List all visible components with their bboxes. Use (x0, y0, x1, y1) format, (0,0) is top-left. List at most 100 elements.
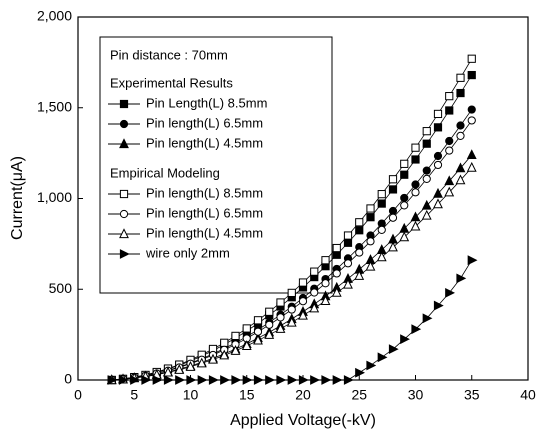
marker (422, 127, 431, 136)
legend-label: wire only 2mm (145, 245, 230, 260)
marker (196, 357, 207, 368)
x-axis-title: Applied Voltage(-kV) (230, 412, 376, 429)
marker (388, 344, 399, 355)
marker (343, 259, 353, 268)
marker (152, 375, 163, 385)
marker (320, 295, 331, 305)
y-tick-label: 1,000 (37, 189, 72, 205)
marker (377, 190, 386, 199)
x-tick-label: 5 (130, 387, 138, 403)
marker (456, 121, 465, 130)
marker (208, 353, 218, 364)
legend-label: Pin Length(L) 8.5mm (146, 95, 267, 110)
marker (163, 375, 174, 385)
marker (466, 161, 477, 172)
marker (265, 307, 274, 316)
marker (410, 220, 421, 231)
marker (197, 375, 208, 385)
marker (331, 286, 342, 297)
marker (400, 170, 409, 179)
marker (119, 138, 129, 149)
x-tick-label: 15 (239, 387, 255, 403)
marker (321, 279, 330, 288)
marker (445, 136, 454, 146)
marker (433, 300, 444, 311)
marker (421, 209, 432, 220)
x-tick-label: 30 (408, 387, 424, 403)
marker (467, 255, 478, 266)
marker (433, 187, 443, 198)
marker (231, 331, 240, 340)
marker (208, 375, 219, 385)
marker (265, 375, 275, 385)
y-tick-label: 2,000 (37, 8, 72, 24)
marker (355, 218, 364, 227)
marker (276, 313, 285, 322)
marker (388, 241, 398, 252)
marker (355, 226, 364, 235)
x-tick-label: 25 (351, 387, 367, 403)
marker (253, 316, 263, 325)
marker (185, 361, 196, 371)
marker (332, 243, 341, 253)
marker (219, 349, 230, 360)
marker (388, 175, 398, 184)
legend-label: Pin length(L) 6.5mm (146, 205, 263, 220)
marker (456, 131, 465, 140)
marker (456, 88, 465, 98)
marker (298, 278, 308, 287)
marker (421, 199, 432, 210)
marker (388, 206, 398, 216)
marker (411, 180, 420, 189)
marker (310, 288, 319, 297)
marker (332, 269, 341, 278)
legend-group: Empirical Modeling (110, 165, 220, 180)
marker (366, 213, 375, 222)
marker (265, 320, 274, 329)
marker (298, 375, 309, 385)
marker (286, 316, 297, 327)
marker (400, 193, 409, 203)
marker (287, 305, 296, 314)
marker (400, 201, 409, 210)
marker (343, 375, 354, 385)
marker (242, 375, 253, 385)
marker (220, 338, 229, 347)
marker (220, 375, 230, 385)
legend-group: Experimental Results (110, 75, 233, 90)
marker (411, 188, 420, 197)
marker (276, 375, 287, 385)
marker (445, 92, 454, 101)
marker (354, 270, 365, 280)
x-tick-label: 20 (295, 387, 311, 403)
marker (456, 73, 465, 82)
x-tick-label: 35 (464, 387, 480, 403)
marker (399, 231, 410, 242)
marker (422, 166, 431, 175)
marker (310, 375, 320, 385)
marker (366, 360, 377, 371)
y-axis-title: Current(μA) (9, 156, 26, 240)
marker (321, 375, 332, 385)
x-tick-label: 10 (183, 387, 199, 403)
marker (253, 375, 264, 385)
marker (455, 174, 466, 185)
marker (445, 287, 455, 298)
marker (332, 250, 341, 259)
legend-label: Pin length(L) 8.5mm (146, 185, 263, 200)
marker (119, 228, 129, 239)
marker (411, 324, 422, 335)
marker (119, 119, 129, 129)
marker (119, 209, 129, 219)
marker (445, 146, 454, 155)
marker (264, 329, 275, 339)
marker (287, 288, 296, 297)
marker (445, 106, 454, 115)
marker (433, 109, 443, 119)
legend-label: Pin length(L) 6.5mm (146, 115, 263, 130)
marker (456, 273, 467, 284)
marker (433, 198, 443, 209)
marker (377, 352, 388, 363)
marker (355, 248, 364, 257)
